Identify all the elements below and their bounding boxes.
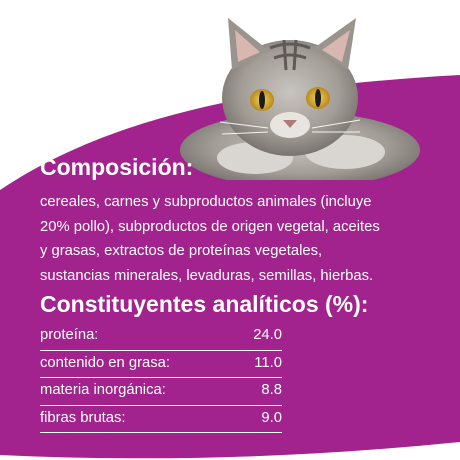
analysis-table: proteína: 24.0 contenido en grasa: 11.0 … [40, 323, 282, 433]
table-row: materia inorgánica: 8.8 [40, 378, 282, 406]
row-label: fibras brutas: [40, 409, 126, 426]
composition-line: cereales, carnes y subproductos animales… [40, 194, 372, 210]
row-label: proteína: [40, 327, 99, 343]
row-value: 8.8 [261, 382, 282, 398]
composition-line: 20% pollo), subproductos de origen veget… [40, 218, 380, 235]
analysis-title: Constituyentes analíticos (%): [40, 291, 369, 317]
composition-title: Composición: [40, 154, 194, 180]
cat-image [180, 18, 420, 180]
table-row: fibras brutas: 9.0 [40, 406, 282, 433]
table-row: contenido en grasa: 11.0 [40, 351, 282, 378]
composition-line: sustancias minerales, levaduras, semilla… [40, 267, 374, 284]
row-label: contenido en grasa: [40, 354, 170, 371]
row-value: 24.0 [253, 327, 282, 343]
row-value: 9.0 [261, 409, 282, 426]
composition-text: cereales, carnes y subproductos animales… [40, 190, 435, 288]
row-label: materia inorgánica: [40, 382, 166, 398]
table-row: proteína: 24.0 [40, 323, 282, 351]
composition-line: y grasas, extractos de proteínas vegetal… [40, 243, 323, 259]
row-value: 11.0 [254, 354, 282, 371]
